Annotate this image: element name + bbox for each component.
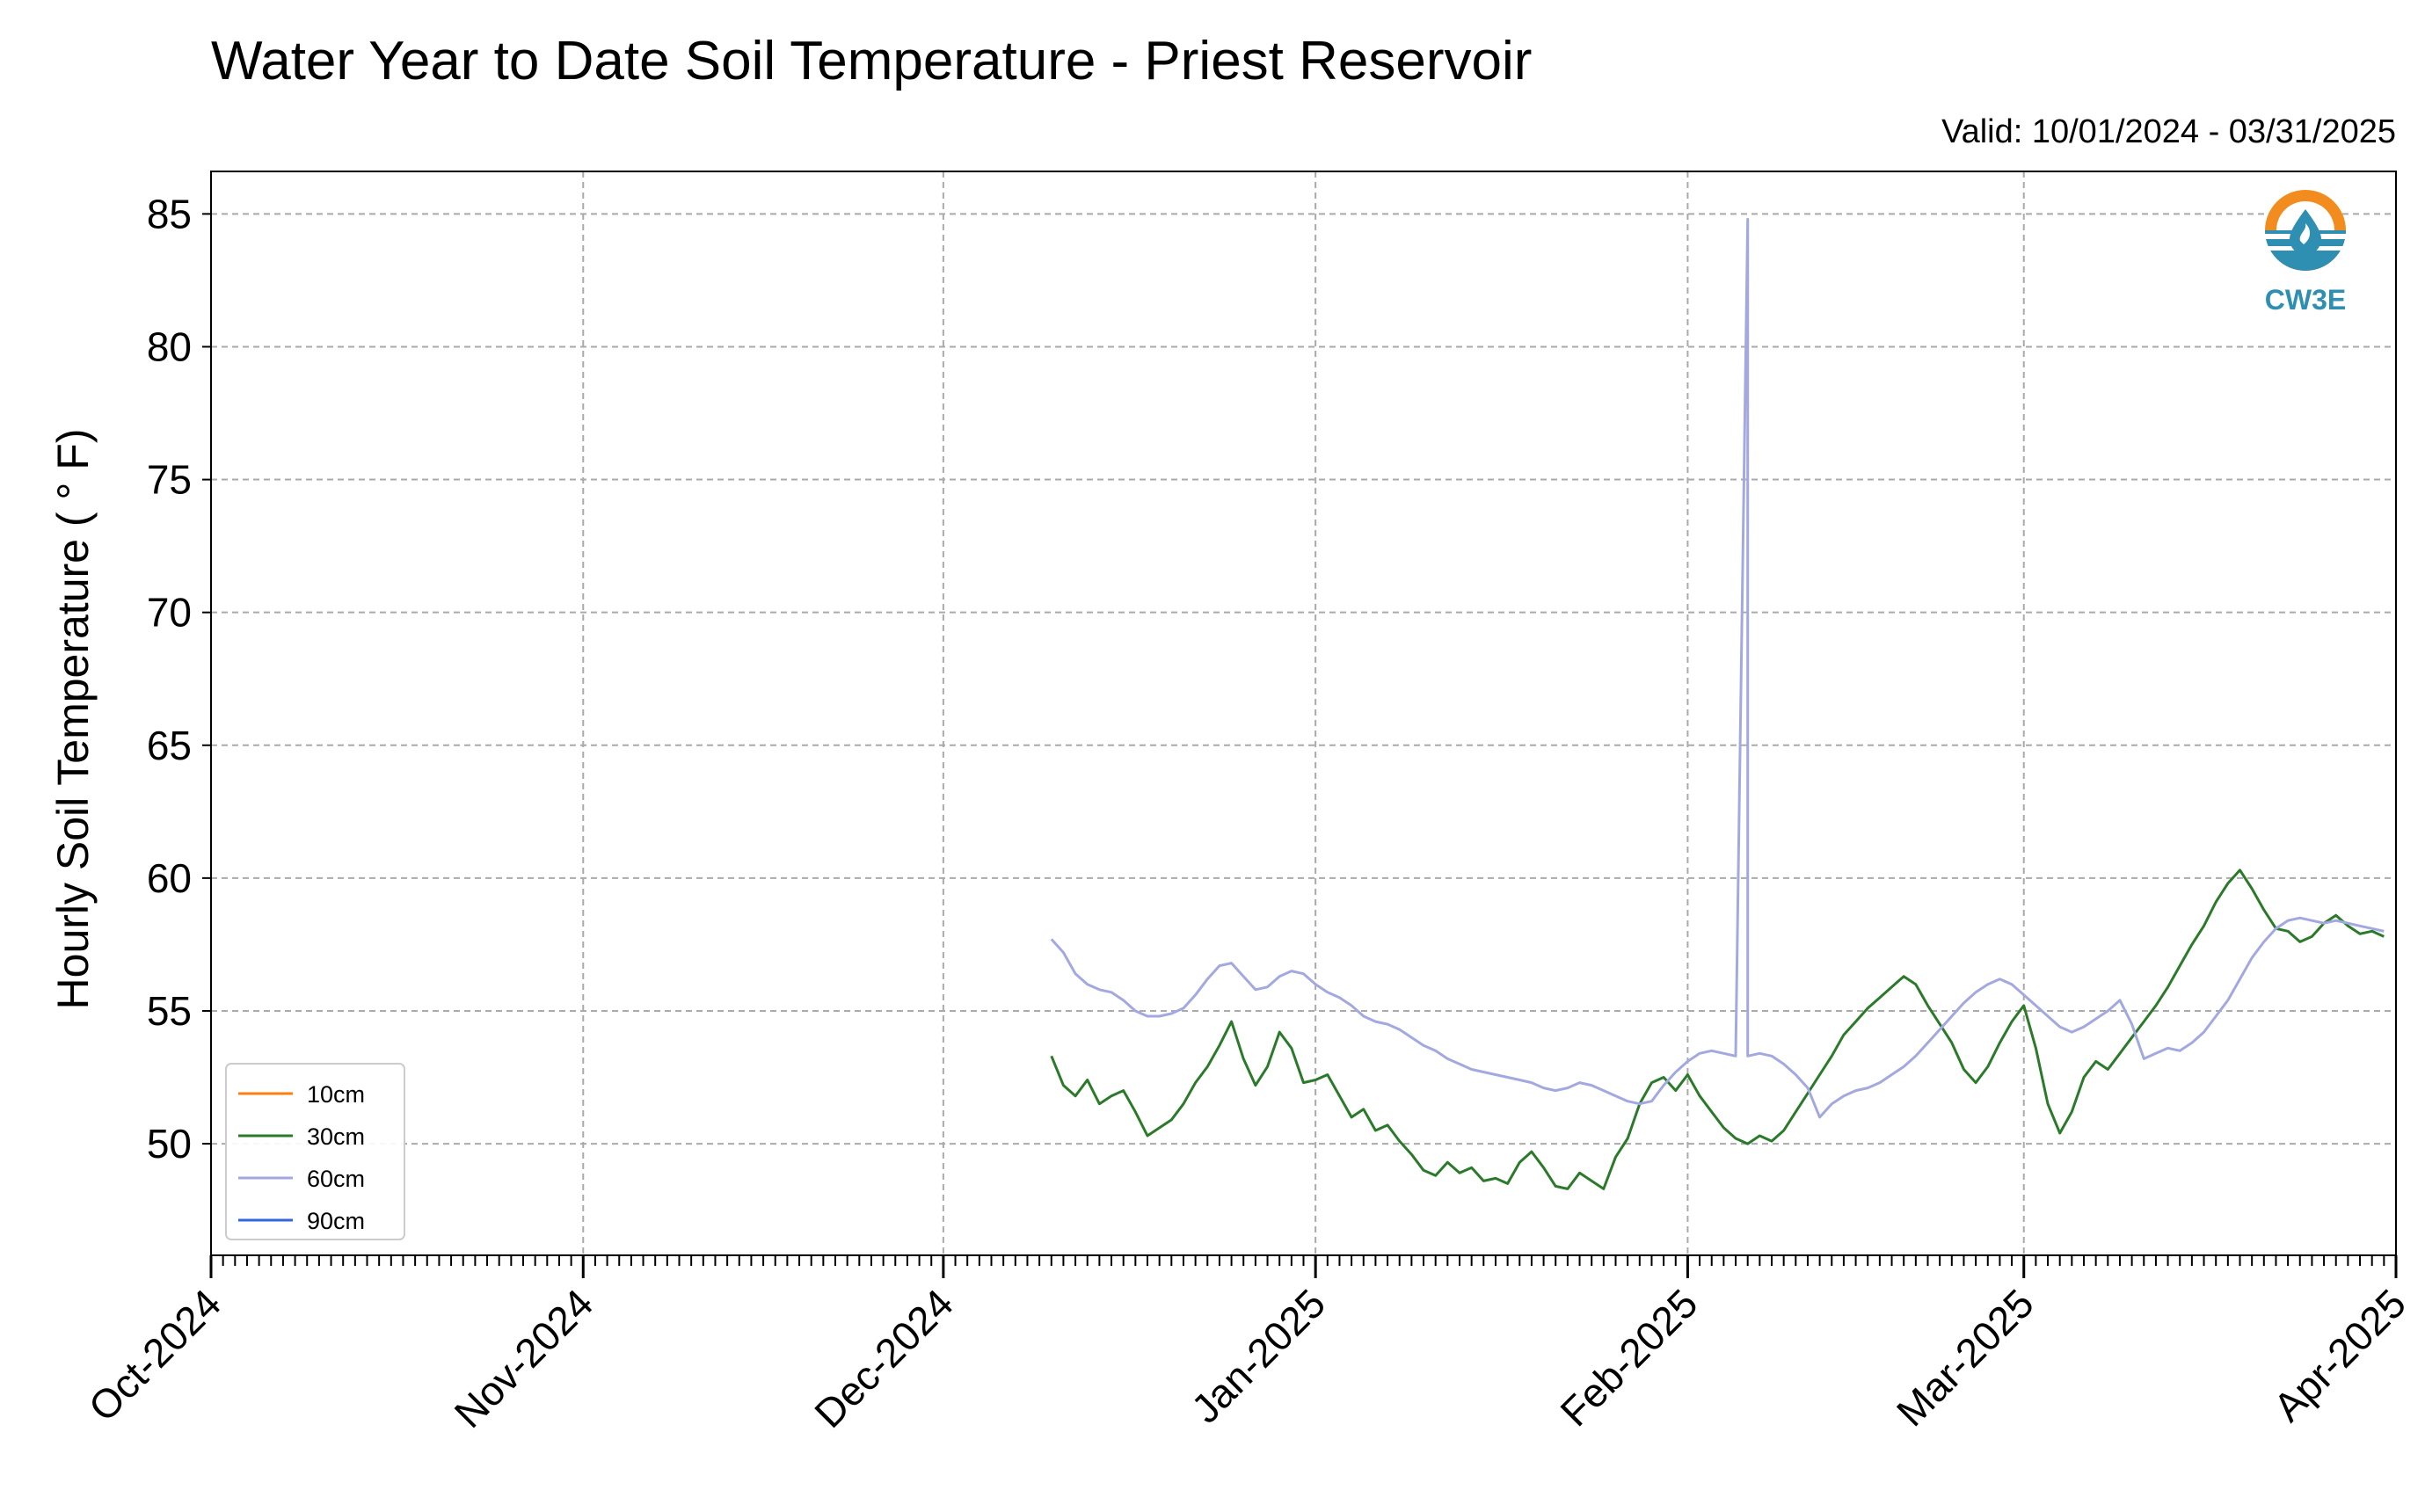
legend: 10cm 30cm 60cm 90cm [225,1063,405,1240]
x-tick-label: Dec-2024 [805,1280,962,1436]
logo-icon [2265,190,2346,271]
series-lines [1050,217,2385,1190]
chart-title: Water Year to Date Soil Temperature - Pr… [211,31,1532,91]
x-tick-label: Mar-2025 [1888,1280,2043,1435]
axes [202,171,2398,1278]
y-tick-label: 60 [147,855,192,901]
y-tick-label: 50 [147,1121,192,1167]
y-ticks: 50 55 60 65 70 75 80 85 [147,191,192,1167]
x-tick-label: Nov-2024 [446,1280,602,1436]
x-tick-label: Oct-2024 [80,1280,230,1430]
y-tick-label: 55 [147,988,192,1034]
x-tick-label: Apr-2025 [2264,1280,2414,1430]
x-tick-label: Jan-2025 [1183,1280,1334,1431]
x-ticks: Oct-2024 Nov-2024 Dec-2024 Jan-2025 Feb-2025… [80,1280,2415,1436]
y-tick-label: 75 [147,457,192,503]
y-tick-label: 80 [147,323,192,369]
logo-text: CW3E [2265,284,2346,316]
y-axis-label: Hourly Soil Temperature ( ° F) [48,429,98,1010]
series-line-30cm [1050,869,2385,1190]
legend-label-90cm: 90cm [307,1208,365,1234]
x-tick-label: Feb-2025 [1551,1280,1706,1435]
valid-range: Valid: 10/01/2024 - 03/31/2025 [1941,113,2396,150]
legend-label-10cm: 10cm [307,1081,365,1108]
legend-label-30cm: 30cm [307,1123,365,1150]
y-tick-label: 65 [147,723,192,768]
legend-box [225,1063,405,1240]
legend-label-60cm: 60cm [307,1166,365,1192]
plot-frame [210,171,2397,1256]
cw3e-logo: CW3E [2265,190,2346,316]
y-tick-label: 85 [147,191,192,236]
series-line-60cm [1050,217,2385,1119]
y-tick-label: 70 [147,590,192,636]
grid-lines [210,171,2397,1255]
